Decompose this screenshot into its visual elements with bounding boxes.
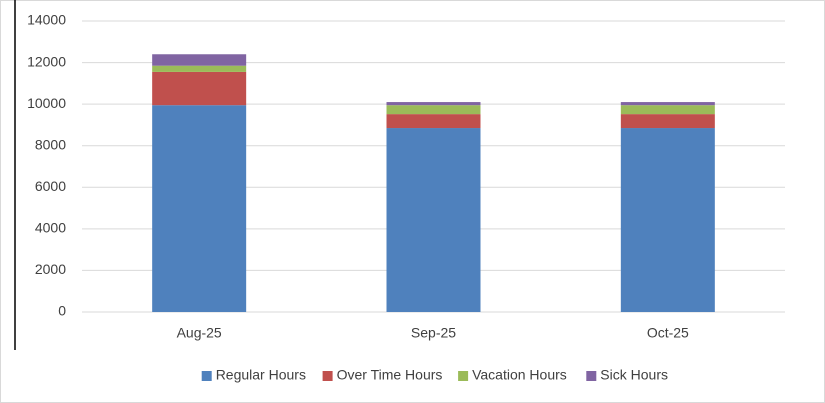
bar-segment [152,65,247,72]
legend-label: Regular Hours [216,367,306,383]
bar-segment [620,105,715,115]
bar-segment [152,105,247,312]
bar-segment [386,102,481,106]
legend-label: Vacation Hours [472,367,567,383]
legend-swatch [201,371,212,381]
bar-segment [620,128,715,312]
x-tick-label: Aug-25 [177,325,222,341]
bar-segment [386,114,481,129]
legend-swatch [322,371,333,381]
y-tick-label: 6000 [35,178,66,194]
legend-swatch [458,371,469,381]
legend-label: Over Time Hours [337,367,443,383]
bar-segment [152,71,247,106]
bar-segment [152,54,247,66]
bar-segment [386,128,481,312]
legend-swatch [586,371,597,381]
y-tick-label: 0 [58,303,66,319]
legend-label: Sick Hours [600,367,668,383]
y-tick-label: 10000 [27,95,66,111]
bar-segment [386,105,481,115]
bar-segment [620,114,715,129]
y-tick-label: 2000 [35,261,66,277]
x-tick-label: Sep-25 [411,325,456,341]
y-tick-label: 8000 [35,136,66,152]
y-tick-label: 12000 [27,53,66,69]
x-tick-label: Oct-25 [647,325,689,341]
y-tick-label: 14000 [27,12,66,28]
bar-segment [620,102,715,106]
y-tick-label: 4000 [35,220,66,236]
